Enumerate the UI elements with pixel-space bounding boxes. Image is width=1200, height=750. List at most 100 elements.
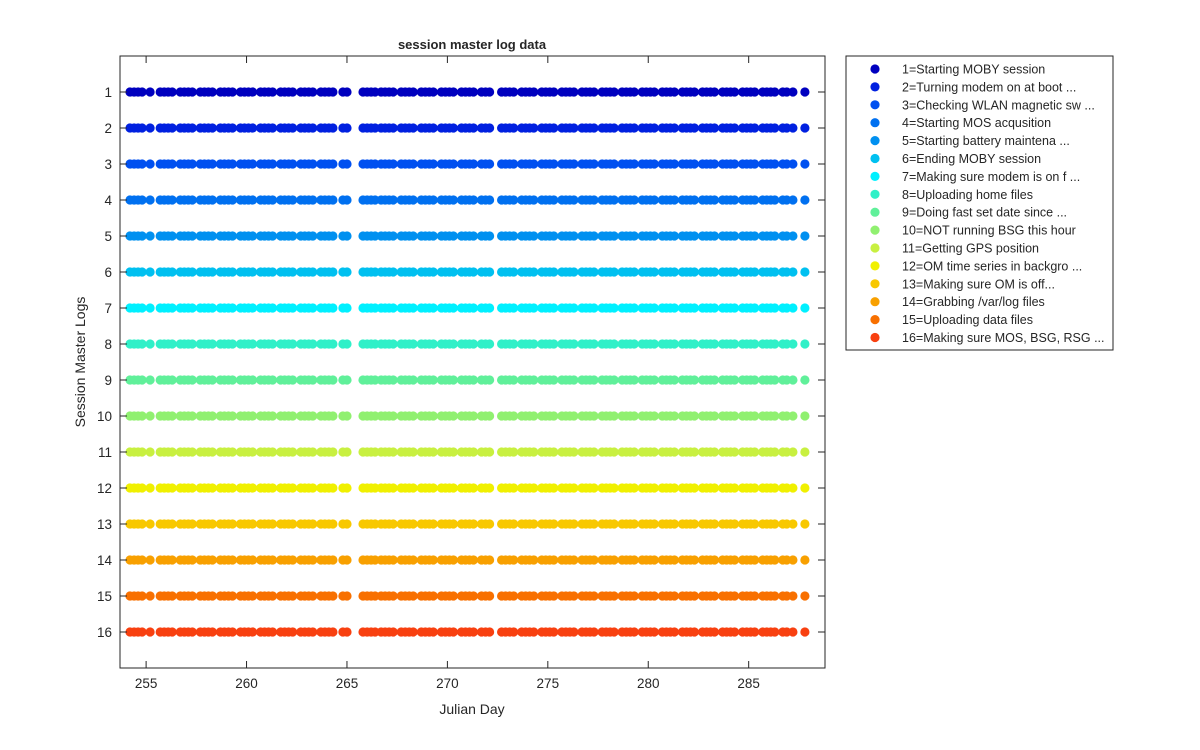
data-point	[485, 231, 495, 241]
data-point	[485, 303, 495, 313]
data-point	[328, 123, 338, 133]
data-point	[248, 519, 258, 529]
data-point	[388, 159, 398, 169]
data-point	[227, 87, 238, 97]
data-point	[248, 627, 258, 637]
data-point	[629, 555, 639, 565]
data-point	[669, 303, 680, 313]
data-point	[137, 195, 147, 205]
data-point	[468, 483, 479, 493]
data-point	[408, 555, 418, 565]
data-point	[227, 411, 238, 421]
data-point	[187, 627, 197, 637]
data-point	[388, 195, 398, 205]
data-point	[468, 123, 479, 133]
data-point	[770, 375, 780, 385]
data-point	[788, 411, 798, 421]
data-point	[187, 375, 197, 385]
data-point	[788, 627, 798, 637]
data-point	[770, 447, 780, 457]
data-point	[800, 231, 810, 241]
data-point	[529, 555, 539, 565]
legend-marker	[870, 225, 880, 235]
data-point	[569, 411, 579, 421]
data-point	[308, 591, 318, 601]
data-point	[342, 411, 352, 421]
data-point	[342, 339, 352, 349]
data-point	[788, 555, 798, 565]
data-point	[485, 123, 495, 133]
data-point	[800, 519, 810, 529]
data-point	[549, 87, 559, 97]
chart-title: session master log data	[398, 37, 547, 52]
data-point	[609, 123, 619, 133]
data-point	[770, 123, 780, 133]
data-point	[629, 411, 639, 421]
data-point	[689, 195, 700, 205]
data-point	[145, 483, 155, 493]
legend-item: 1=Starting MOBY session	[870, 63, 1045, 77]
legend-label: 10=NOT running BSG this hour	[902, 224, 1076, 238]
data-point	[549, 555, 559, 565]
data-point	[248, 303, 258, 313]
data-point	[529, 375, 539, 385]
data-point	[342, 231, 352, 241]
data-point	[788, 231, 798, 241]
data-point	[342, 267, 352, 277]
data-point	[509, 123, 519, 133]
data-point	[428, 159, 438, 169]
data-point	[268, 303, 278, 313]
data-point	[408, 231, 418, 241]
data-point	[529, 591, 539, 601]
data-point	[649, 123, 659, 133]
data-point	[770, 339, 780, 349]
data-point	[569, 87, 579, 97]
data-point	[187, 555, 197, 565]
data-point	[268, 591, 278, 601]
data-point	[569, 375, 579, 385]
data-point	[669, 159, 680, 169]
legend-label: 6=Ending MOBY session	[902, 152, 1041, 166]
data-point	[145, 375, 155, 385]
data-point	[689, 591, 700, 601]
data-point	[730, 267, 740, 277]
data-point	[167, 159, 177, 169]
data-point	[227, 555, 238, 565]
data-point	[629, 483, 639, 493]
data-point	[167, 267, 177, 277]
data-point	[689, 411, 700, 421]
data-point	[770, 591, 780, 601]
data-point	[167, 447, 177, 457]
legend-marker	[870, 64, 880, 74]
legend-item: 5=Starting battery maintena ...	[870, 134, 1070, 148]
y-tick-label: 12	[97, 481, 112, 496]
data-point	[549, 447, 559, 457]
data-point	[288, 483, 298, 493]
data-point	[689, 447, 700, 457]
data-point	[288, 87, 298, 97]
data-point	[689, 231, 700, 241]
data-point	[227, 159, 238, 169]
data-point	[388, 339, 398, 349]
data-point	[569, 519, 579, 529]
y-axis-label: Session Master Logs	[72, 297, 88, 428]
data-point	[609, 627, 619, 637]
data-point	[788, 375, 798, 385]
data-point	[770, 87, 780, 97]
data-point	[589, 375, 599, 385]
data-point	[509, 231, 519, 241]
data-point	[187, 591, 197, 601]
data-point	[485, 483, 495, 493]
data-point	[187, 303, 197, 313]
data-point	[709, 303, 720, 313]
data-point	[649, 411, 659, 421]
data-point	[689, 123, 700, 133]
data-point	[187, 123, 197, 133]
data-point	[145, 267, 155, 277]
data-point	[689, 303, 700, 313]
series-14	[125, 555, 810, 565]
data-point	[750, 159, 760, 169]
data-point	[468, 303, 479, 313]
series-16	[125, 627, 810, 637]
data-point	[509, 339, 519, 349]
